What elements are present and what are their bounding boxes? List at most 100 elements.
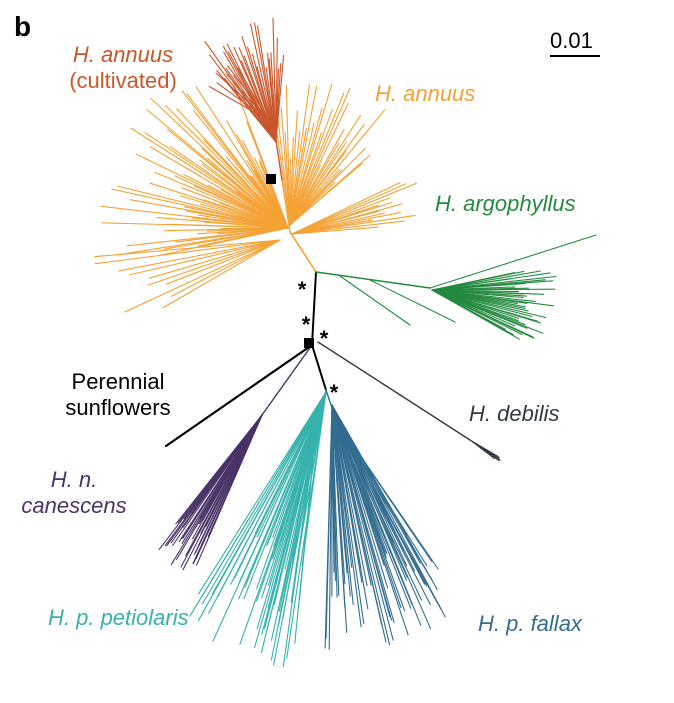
h-p-petiolaris-leaf <box>294 429 317 645</box>
asterisk-marker: * <box>298 277 307 302</box>
h-n-canescens-clade <box>158 344 313 571</box>
h-argophyllus-branch <box>369 279 456 323</box>
perennial-sunflowers-label: Perennial sunflowers <box>65 369 170 420</box>
h-annuus-leaf <box>289 109 386 226</box>
perennial-sunflowers-label-line: sunflowers <box>65 395 170 420</box>
h-annuus-leaf <box>291 201 393 235</box>
h-p-petiolaris-clade <box>189 389 327 668</box>
h-annuus-leaf <box>162 239 281 309</box>
h-annuus-leaf <box>181 187 289 229</box>
h-argophyllus-clade <box>315 234 597 340</box>
h-annuus-leaf <box>156 217 289 229</box>
h-annuus-leaf <box>135 153 289 229</box>
h-annuus-leaf <box>289 110 298 226</box>
h-annuus-leaf <box>289 102 349 226</box>
h-argophyllus-label-line: H. argophyllus <box>435 191 576 216</box>
h-annuus-cultivated-leaf <box>226 43 277 143</box>
h-p-petiolaris-leaf <box>201 391 327 605</box>
h-annuus-leaf <box>169 223 289 229</box>
h-annuus-leaf <box>111 188 289 229</box>
scale-bar-label: 0.01 <box>550 28 593 53</box>
h-debilis-label: H. debilis <box>469 401 559 426</box>
h-annuus-leaf <box>117 185 289 229</box>
h-n-canescens-label-line: H. n. <box>51 467 97 492</box>
h-p-fallax-leaf <box>331 404 363 583</box>
h-annuus-leaf <box>195 86 289 229</box>
h-annuus-stem <box>289 231 317 273</box>
h-annuus-leaf <box>126 227 289 247</box>
h-annuus-cultivated-stem <box>275 139 283 181</box>
asterisk-marker: * <box>302 312 311 337</box>
h-p-petiolaris-label: H. p. petiolaris <box>48 605 189 630</box>
h-annuus-leaf <box>148 239 281 279</box>
h-annuus-leaf <box>94 239 281 265</box>
h-annuus-cultivated-leaf <box>208 54 277 143</box>
h-debilis-label-line: H. debilis <box>469 401 559 426</box>
h-annuus-leaf <box>124 239 281 313</box>
h-p-fallax-leaf <box>335 419 433 563</box>
h-annuus-leaf <box>118 239 281 272</box>
h-annuus-leaf <box>93 239 281 258</box>
scale-bar: 0.01 <box>550 28 600 57</box>
h-p-fallax-leaf <box>331 404 446 618</box>
h-annuus-label: H. annuus <box>375 81 475 106</box>
h-annuus-leaf <box>291 182 418 235</box>
h-p-fallax-leaf <box>335 419 433 582</box>
h-annuus-cultivated-label-line: (cultivated) <box>69 68 177 93</box>
h-argophyllus-branch <box>339 275 411 326</box>
h-annuus-leaf <box>130 127 289 229</box>
h-n-canescens-leaf <box>175 414 263 525</box>
h-p-fallax-leaf <box>335 419 412 609</box>
h-annuus-leaf <box>206 157 289 229</box>
h-p-petiolaris-leaf <box>197 391 327 595</box>
h-p-fallax-label: H. p. fallax <box>478 611 583 636</box>
h-n-canescens-label-line: canescens <box>21 493 126 518</box>
h-argophyllus-branch <box>429 234 597 289</box>
h-annuus-leaf <box>164 104 289 229</box>
h-debilis-stem <box>317 341 471 441</box>
h-p-fallax-label-line: H. p. fallax <box>478 611 583 636</box>
h-argophyllus-label: H. argophyllus <box>435 191 576 216</box>
h-annuus-leaf <box>115 227 289 256</box>
h-debilis-leaf <box>469 439 495 460</box>
h-annuus-leaf <box>289 122 315 226</box>
h-annuus-leaf <box>176 108 289 229</box>
backbone-branch <box>311 344 327 391</box>
h-annuus-leaf <box>199 159 289 229</box>
h-annuus-leaf <box>149 146 289 229</box>
h-annuus-cultivated-leaf <box>275 54 285 143</box>
h-annuus-leaf <box>291 183 407 235</box>
h-p-petiolaris-leaf <box>261 429 317 599</box>
h-annuus-leaf <box>289 162 363 226</box>
h-annuus-leaf <box>100 205 289 229</box>
h-p-petiolaris-leaf <box>290 429 317 603</box>
h-annuus-cultivated-label-line: H. annuus <box>73 42 173 67</box>
h-annuus-leaf <box>289 86 318 226</box>
h-p-fallax-leaf <box>335 419 408 578</box>
asterisk-marker: * <box>320 326 329 351</box>
h-p-fallax-leaf <box>328 404 333 650</box>
asterisk-marker: * <box>330 380 339 405</box>
h-p-petiolaris-leaf <box>260 429 317 654</box>
h-annuus-leaf <box>289 87 351 226</box>
h-p-petiolaris-leaf <box>255 391 327 534</box>
h-annuus-leaf <box>291 220 406 235</box>
h-annuus-leaf <box>291 226 379 235</box>
h-annuus-cultivated-leaf <box>243 55 277 143</box>
h-annuus-cultivated-leaf <box>216 82 269 121</box>
h-annuus-leaf <box>289 92 345 226</box>
h-annuus-leaf <box>289 141 347 226</box>
h-p-petiolaris-leaf <box>278 429 317 612</box>
h-annuus-leaf <box>289 147 366 226</box>
h-annuus-cultivated-leaf <box>215 72 269 121</box>
h-p-petiolaris-leaf <box>189 391 327 617</box>
h-argophyllus-stem <box>315 271 431 289</box>
h-p-petiolaris-leaf <box>256 429 317 630</box>
h-p-fallax-leaf <box>331 404 372 586</box>
h-p-fallax-clade <box>324 389 446 650</box>
h-annuus-leaf <box>289 108 333 226</box>
backbone-clade <box>164 271 327 448</box>
h-annuus-cultivated-clade <box>204 17 285 181</box>
h-p-fallax-leaf <box>325 404 333 639</box>
